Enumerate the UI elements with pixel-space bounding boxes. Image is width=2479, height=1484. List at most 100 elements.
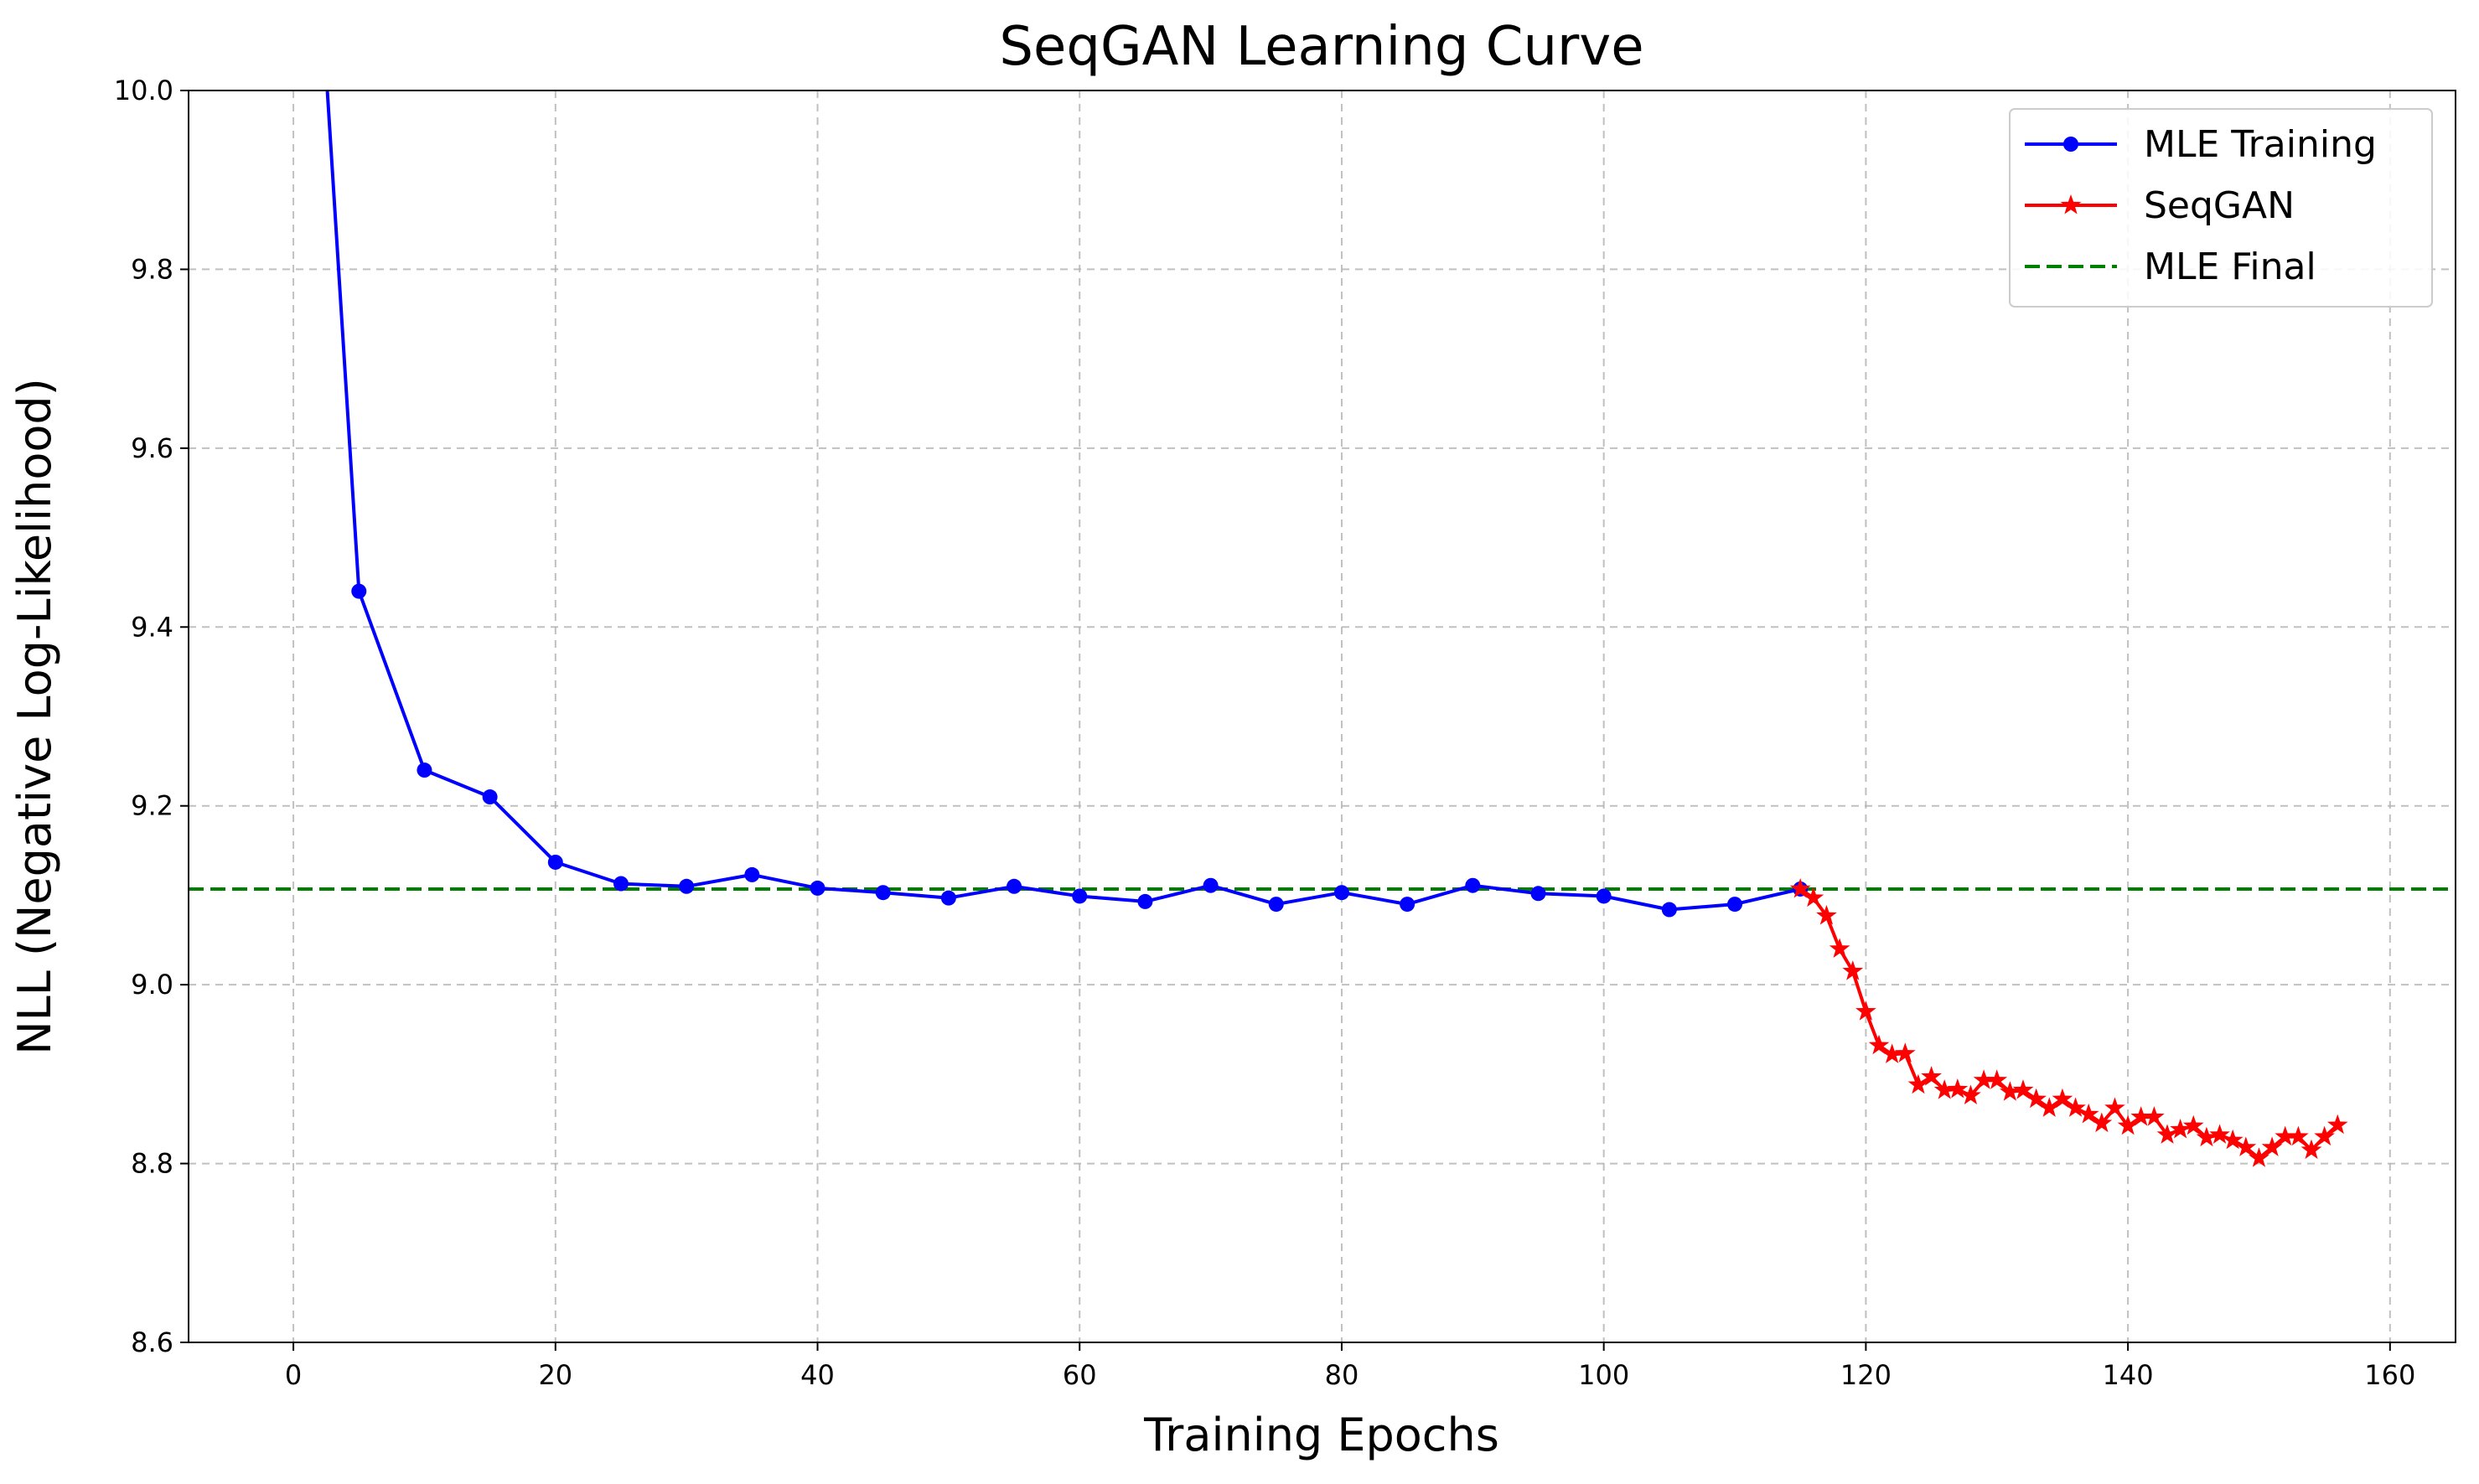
mle-training-point (940, 890, 956, 906)
seqgan-point (1907, 1073, 1929, 1094)
seqgan-point (1881, 1043, 1902, 1063)
series-layer (189, 90, 2456, 1167)
seqgan-point (1803, 887, 1824, 907)
seqgan-point (1973, 1069, 1995, 1089)
mle-training-line (325, 90, 1801, 912)
seqgan-point (2117, 1114, 2139, 1135)
legend-entry-seqgan: SeqGAN (2025, 184, 2295, 227)
mle-training-point (1400, 897, 1415, 913)
x-axis-label: Training Epochs (1143, 1409, 1499, 1461)
seqgan-point (1986, 1069, 2008, 1089)
mle-training-point (875, 885, 891, 901)
plot-frame (188, 90, 2456, 1343)
seqgan-point (1921, 1066, 1942, 1086)
seqgan-point (1829, 938, 1850, 958)
x-tick-label: 0 (285, 1359, 302, 1391)
mle-training-point (1596, 888, 1612, 904)
seqgan-point (2065, 1097, 2086, 1117)
mle-training-point (417, 763, 432, 778)
seqgan-point (2078, 1103, 2099, 1124)
mle-training-point (1530, 886, 1546, 902)
y-tick-label: 9.2 (131, 790, 173, 822)
ticks: 0 20 40 60 80 100 120 140 160 8.6 8.8 9.0 9.2 9.4 9.6 9… (114, 75, 2416, 1391)
mle-training-point (810, 880, 825, 896)
seqgan-point (2012, 1079, 2034, 1099)
seqgan-point (2222, 1129, 2244, 1150)
seqgan-point (2170, 1119, 2191, 1139)
legend-marker-seqgan (2060, 194, 2082, 215)
mle-training-point (613, 876, 629, 892)
seqgan-point (1855, 1001, 1876, 1021)
y-tick-label: 9.8 (131, 253, 173, 285)
series-clip-group (189, 90, 2456, 1167)
seqgan-point (2288, 1125, 2309, 1146)
x-tick-label: 160 (2364, 1359, 2415, 1391)
seqgan-point (1933, 1079, 1955, 1099)
mle-training-point (1072, 888, 1088, 904)
x-tick-label: 140 (2103, 1359, 2154, 1391)
mle-training-point (1661, 902, 1677, 918)
seqgan-point (1842, 960, 1864, 980)
seqgan-point (2196, 1126, 2218, 1147)
mle-training-point (1137, 893, 1153, 909)
seqgan-point (2326, 1114, 2348, 1135)
x-tick-label: 60 (1063, 1359, 1097, 1391)
y-tick-label: 9.0 (131, 969, 173, 1001)
seqgan-point (2130, 1106, 2152, 1126)
seqgan-point (2091, 1112, 2113, 1133)
mle-training-point (1007, 878, 1022, 894)
y-tick-label: 9.4 (131, 611, 173, 643)
mle-training-point (482, 789, 498, 805)
seqgan-point (2300, 1139, 2322, 1160)
y-tick-label: 10.0 (114, 75, 173, 106)
seqgan-point (2275, 1125, 2296, 1146)
chart-title: SeqGAN Learning Curve (999, 16, 1643, 78)
legend: MLE Training SeqGAN MLE Final (2009, 108, 2433, 308)
seqgan-point (2209, 1124, 2230, 1144)
mle-training-point (1203, 877, 1219, 893)
x-tick-label: 20 (538, 1359, 572, 1391)
seqgan-point (1947, 1078, 1969, 1099)
legend-box (2009, 108, 2433, 308)
seqgan-point (2182, 1114, 2204, 1135)
seqgan-point (1816, 905, 1837, 925)
x-tick-label: 100 (1578, 1359, 1629, 1391)
seqgan-point (2038, 1097, 2060, 1117)
seqgan-point (2261, 1136, 2283, 1156)
y-axis-label: NLL (Negative Log-Likelihood) (8, 378, 61, 1055)
mle-training-point (547, 854, 563, 870)
seqgan-point (2144, 1106, 2165, 1126)
x-tick-label: 120 (1840, 1359, 1892, 1391)
seqgan-point (2249, 1147, 2269, 1167)
legend-label-mle-training: MLE Training (2144, 123, 2377, 166)
seqgan-point (2156, 1124, 2178, 1144)
legend-marker-mle-training (2063, 137, 2078, 152)
seqgan-point (2314, 1125, 2335, 1146)
x-tick-label: 40 (800, 1359, 835, 1391)
mle-training-point (1465, 877, 1481, 893)
mle-training-point (351, 583, 367, 599)
mle-training-point (744, 866, 760, 882)
mle-training-point (679, 878, 695, 894)
legend-entry-mle-final: MLE Final (2025, 246, 2316, 288)
seqgan-point (2026, 1088, 2047, 1109)
seqgan-point (1894, 1042, 1916, 1063)
x-tick-label: 80 (1325, 1359, 1359, 1391)
y-tick-label: 8.6 (131, 1326, 173, 1358)
seqgan-point (1868, 1034, 1890, 1055)
y-tick-label: 8.8 (131, 1148, 173, 1180)
seqgan-point (1789, 878, 1811, 898)
seqgan-point (2104, 1097, 2125, 1117)
seqgan-point (1960, 1084, 1981, 1104)
y-tick-label: 9.6 (131, 432, 173, 464)
legend-label-seqgan: SeqGAN (2144, 184, 2295, 227)
seqgan-point (2235, 1136, 2257, 1156)
mle-training-point (1268, 897, 1284, 913)
legend-label-mle-final: MLE Final (2144, 246, 2316, 288)
seqgan-point (2000, 1081, 2021, 1101)
legend-entry-mle-training: MLE Training (2025, 123, 2377, 166)
seqgan-point (2052, 1088, 2073, 1109)
mle-training-point (1333, 885, 1349, 901)
mle-training-point (1727, 897, 1743, 913)
